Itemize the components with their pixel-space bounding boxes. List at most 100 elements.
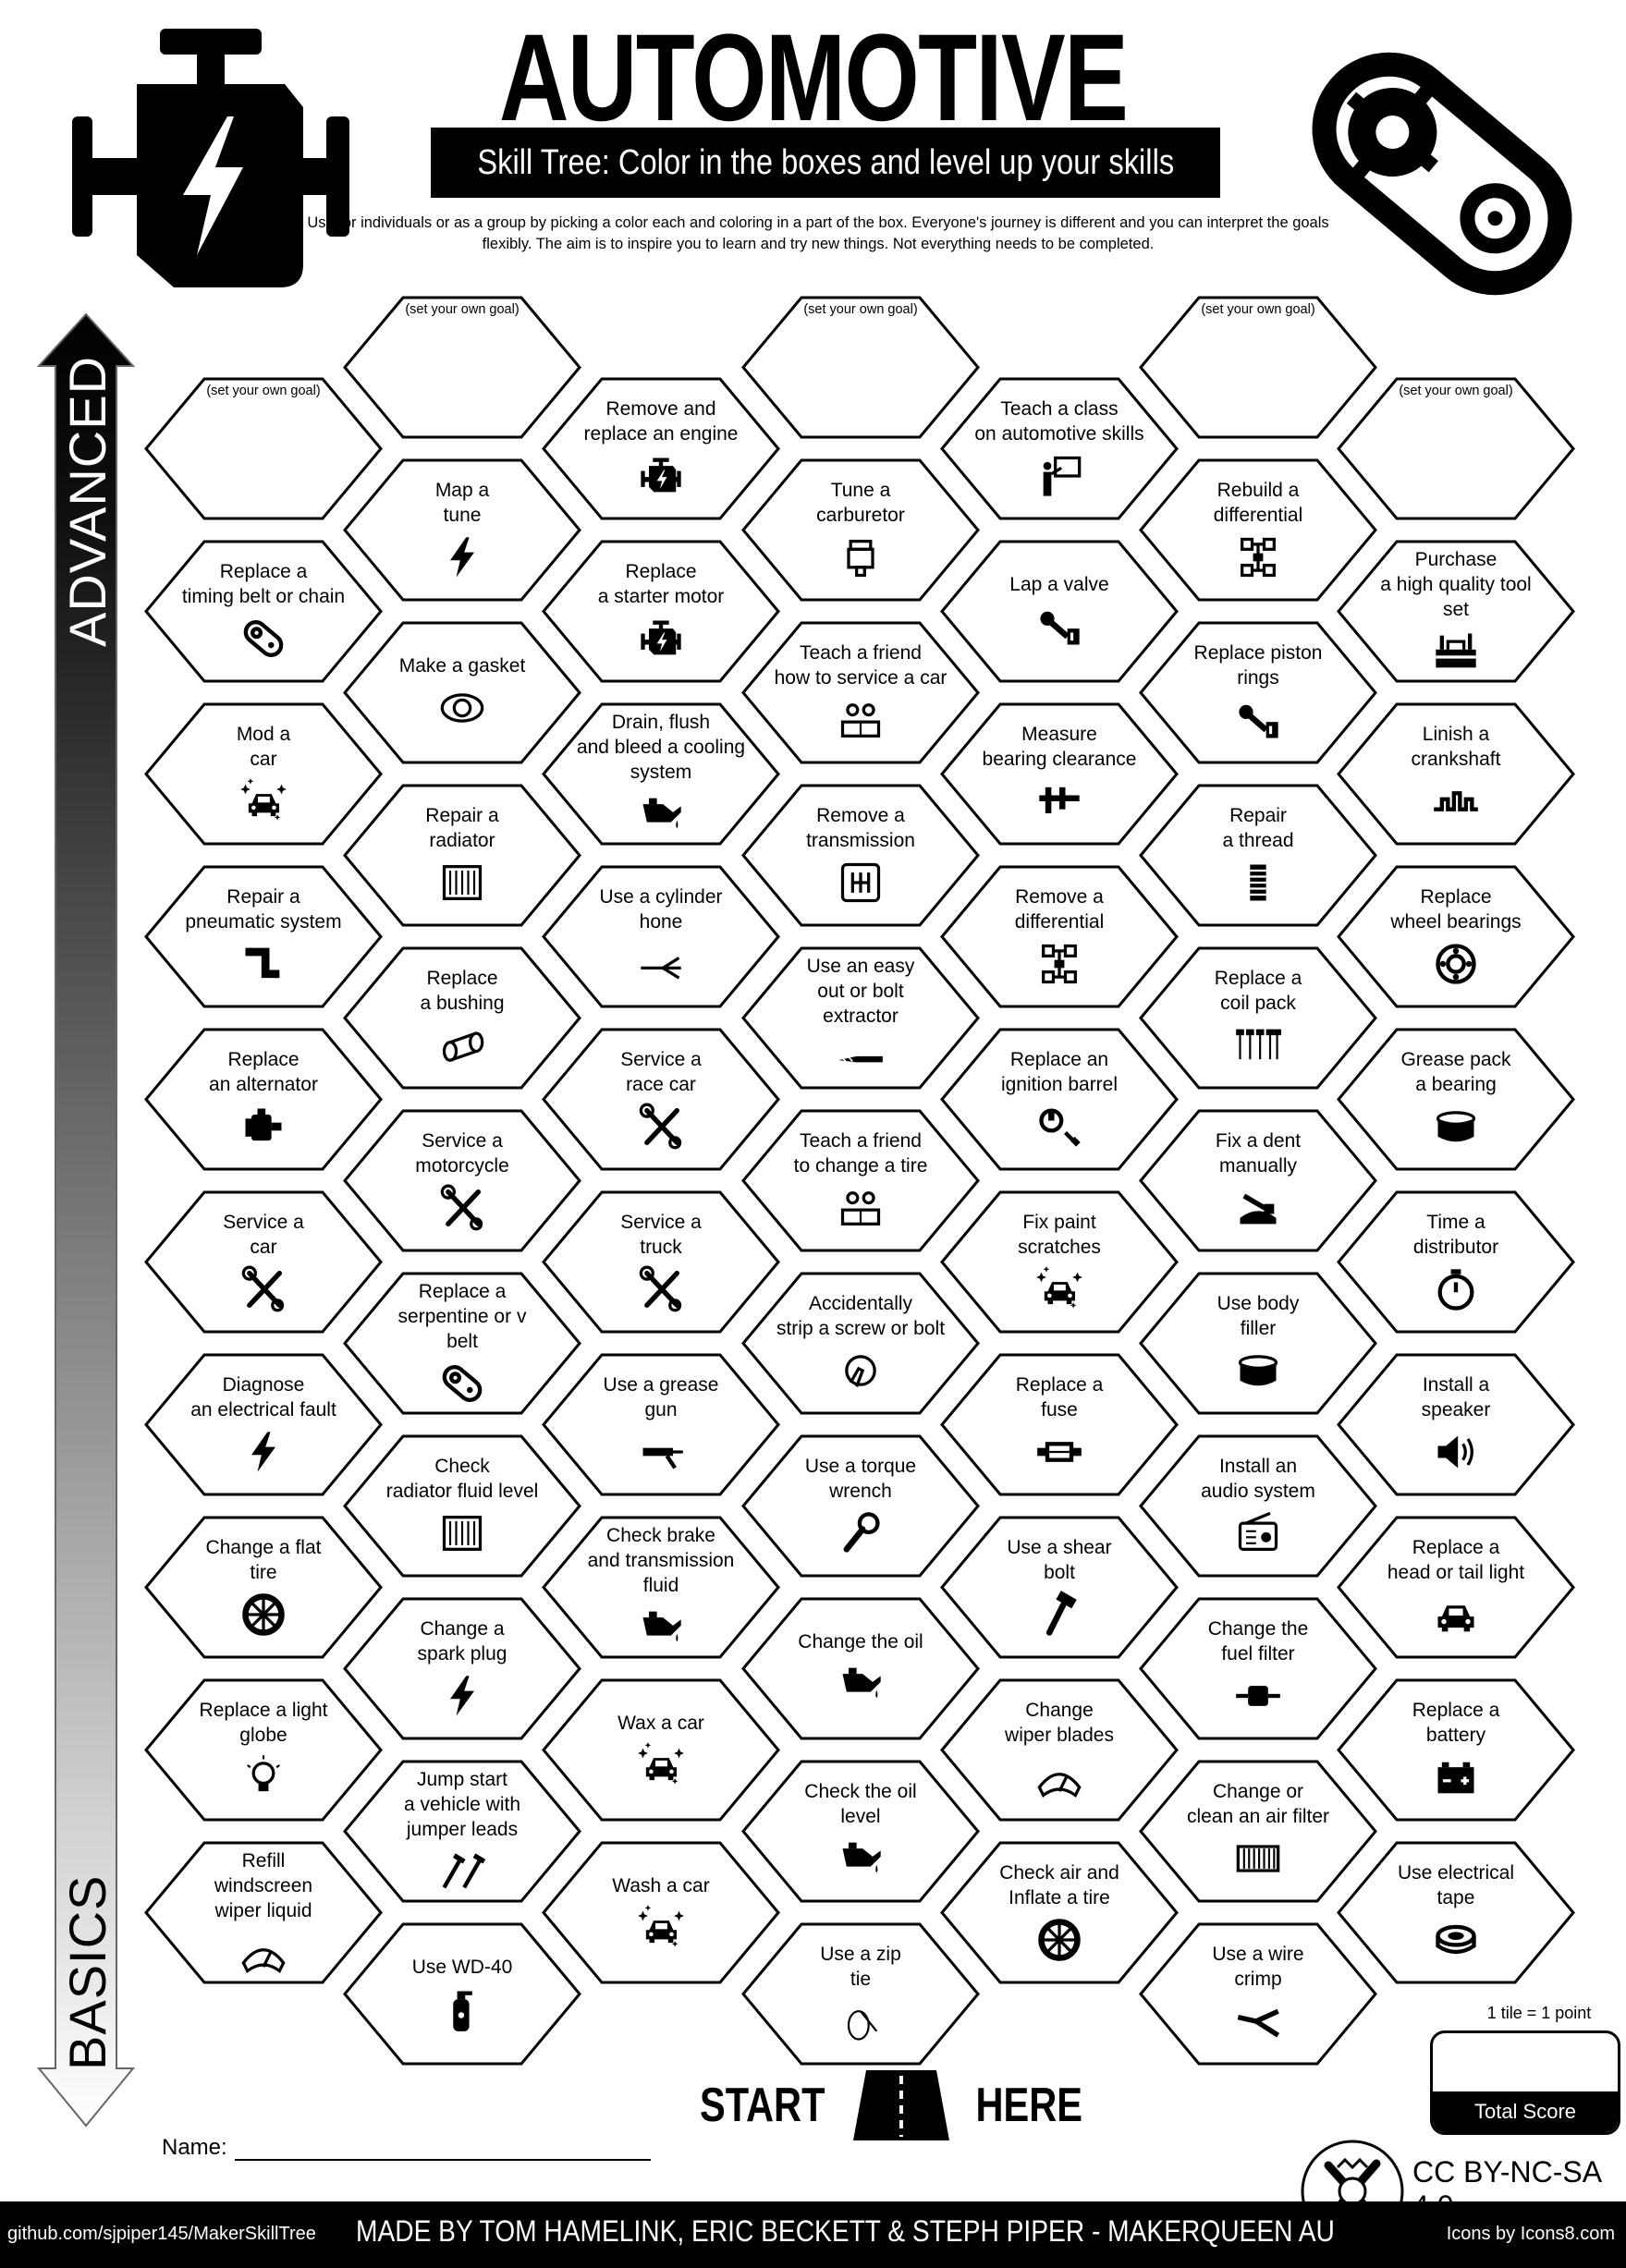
skill-tile[interactable]: Time a distributor (1337, 1190, 1575, 1334)
skill-label: Check air and Inflate a tire (999, 1862, 1119, 1908)
skill-tile[interactable]: Replace piston rings (1139, 621, 1377, 764)
skill-tile[interactable]: Wax a car (542, 1678, 780, 1822)
skill-tile[interactable]: Accidentally strip a screw or bolt (741, 1272, 980, 1415)
skill-tile[interactable]: Wash a car (542, 1841, 780, 1984)
skill-tile[interactable]: Fix a dent manually (1139, 1109, 1377, 1252)
skill-tile[interactable]: Mod a car (144, 702, 383, 846)
skill-tile[interactable]: Measure bearing clearance (940, 702, 1179, 846)
repo-link[interactable]: github.com/sjpiper145/MakerSkillTree (7, 2224, 316, 2244)
skill-tile[interactable]: Use a grease gun (542, 1353, 780, 1496)
skill-tile[interactable]: Use a zip tie (741, 1922, 980, 2066)
timing-belt-icon (1312, 52, 1572, 296)
skill-tile[interactable]: Replace a head or tail light (1337, 1516, 1575, 1659)
custom-goal-tile[interactable]: (set your own goal) (343, 296, 581, 439)
skill-tile[interactable]: Service a motorcycle (343, 1109, 581, 1252)
skill-tile[interactable]: Change the oil (741, 1597, 980, 1740)
skill-label: Check the oil level (804, 1781, 917, 1827)
carburetor-icon (847, 540, 874, 578)
skill-tile[interactable]: Use a torque wrench (741, 1434, 980, 1578)
skill-tile[interactable]: Check the oil level (741, 1760, 980, 1903)
skill-tile[interactable]: Install a speaker (1337, 1353, 1575, 1496)
skill-tile[interactable]: Repair a thread (1139, 784, 1377, 927)
skill-tile[interactable]: Remove a transmission (741, 784, 980, 927)
skill-label: Change the fuel filter (1207, 1618, 1309, 1664)
skill-tile[interactable]: Repair a radiator (343, 784, 581, 927)
skill-tile[interactable]: Replace a coil pack (1139, 946, 1377, 1090)
skill-label: Use electrical tape (1397, 1862, 1515, 1908)
skill-tile[interactable]: Service a car (144, 1190, 383, 1334)
skill-tile[interactable]: Replace a light globe (144, 1678, 383, 1822)
custom-goal-tile[interactable]: (set your own goal) (144, 377, 383, 520)
name-label: Name: (162, 2135, 227, 2160)
skill-tile[interactable]: Diagnose an electrical fault (144, 1353, 383, 1496)
skill-tile[interactable]: Replace wheel bearings (1337, 865, 1575, 1008)
spray-icon (453, 1991, 472, 2031)
skill-tile[interactable]: Linish a crankshaft (1337, 702, 1575, 846)
custom-goal-tile[interactable]: (set your own goal) (1139, 296, 1377, 439)
skill-tile[interactable]: Change a flat tire (144, 1516, 383, 1659)
skill-tile[interactable]: Replace a battery (1337, 1678, 1575, 1822)
skill-tile[interactable]: Install an audio system (1139, 1434, 1377, 1578)
skill-label: Use a cylinder hone (599, 886, 723, 933)
skill-tile[interactable]: Use a wire crimp (1139, 1922, 1377, 2066)
skill-tile[interactable]: Make a gasket (343, 621, 581, 764)
skill-tile[interactable]: Use a shear bolt (940, 1516, 1179, 1659)
skill-tile[interactable]: Fix paint scratches (940, 1190, 1179, 1334)
skill-tile[interactable]: Rebuild a differential (1139, 458, 1377, 602)
skill-tile[interactable]: Replace a serpentine or v belt (343, 1272, 581, 1415)
skill-tile[interactable]: Purchase a high quality tool set (1337, 540, 1575, 683)
skill-tile[interactable]: Replace a bushing (343, 946, 581, 1090)
skill-tile[interactable]: Jump start a vehicle with jumper leads (343, 1760, 581, 1903)
name-line[interactable] (234, 2137, 651, 2161)
skill-tile[interactable]: Use a cylinder hone (542, 865, 780, 1008)
skill-tile[interactable]: Remove and replace an engine (542, 377, 780, 520)
skill-tile[interactable]: Change the fuel filter (1139, 1597, 1377, 1740)
skill-tile[interactable]: Replace a timing belt or chain (144, 540, 383, 683)
name-field[interactable]: Name: (162, 2135, 651, 2161)
skill-tile[interactable]: Change wiper blades (940, 1678, 1179, 1822)
icons-credit[interactable]: Icons by Icons8.com (1446, 2224, 1615, 2244)
skill-tile[interactable]: Service a race car (542, 1028, 780, 1171)
skill-tile[interactable]: Change a spark plug (343, 1597, 581, 1740)
skill-tile[interactable]: Tune a carburetor (741, 458, 980, 602)
skill-tile[interactable]: Teach a friend how to service a car (741, 621, 980, 764)
skill-tile[interactable]: Replace an alternator (144, 1028, 383, 1171)
skill-label: Jump start a vehicle with jumper leads (403, 1768, 521, 1840)
skill-label: Time a distributor (1412, 1212, 1499, 1258)
grease-gun-icon (642, 1447, 683, 1469)
custom-goal-tile[interactable]: (set your own goal) (741, 296, 980, 439)
skill-tile[interactable]: Replace a fuse (940, 1353, 1179, 1496)
page-title: AUTOMOTIVE (498, 9, 1129, 147)
custom-goal-tile[interactable]: (set your own goal) (1337, 377, 1575, 520)
toolbox-icon (1436, 633, 1476, 667)
skill-tile[interactable]: Use WD-40 (343, 1922, 581, 2066)
skill-label: Remove and replace an engine (583, 398, 739, 445)
skill-tile[interactable]: Change or clean an air filter (1139, 1760, 1377, 1903)
skill-tile[interactable]: Use electrical tape (1337, 1841, 1575, 1984)
skill-tile[interactable]: Service a truck (542, 1190, 780, 1334)
skill-label: Fix paint scratches (1018, 1212, 1101, 1258)
facepalm-icon (845, 1355, 876, 1387)
skill-tile[interactable]: Grease pack a bearing (1337, 1028, 1575, 1171)
skill-tile[interactable]: Refill windscreen wiper liquid (144, 1841, 383, 1984)
skill-tile[interactable]: Lap a valve (940, 540, 1179, 683)
skill-tile[interactable]: Map a tune (343, 458, 581, 602)
stopwatch-icon (1437, 1269, 1474, 1311)
skill-tile[interactable]: Check brake and transmission fluid (542, 1516, 780, 1659)
total-score-box[interactable]: Total Score (1430, 2030, 1620, 2135)
teach-friends-icon (840, 1191, 881, 1225)
skill-tile[interactable]: Replace an ignition barrel (940, 1028, 1179, 1171)
skill-tile[interactable]: Teach a class on automotive skills (940, 377, 1179, 520)
skill-tile[interactable]: Check radiator fluid level (343, 1434, 581, 1578)
skill-tile[interactable]: Drain, flush and bleed a cooling system (542, 702, 780, 846)
skill-tile[interactable]: Repair a pneumatic system (144, 865, 383, 1008)
skill-tile[interactable]: Use an easy out or bolt extractor (741, 946, 980, 1090)
skill-tile[interactable]: Use body filler (1139, 1272, 1377, 1415)
skill-tile[interactable]: Replace a starter motor (542, 540, 780, 683)
skill-label: Wax a car (617, 1712, 704, 1734)
skill-tile[interactable]: Check air and Inflate a tire (940, 1841, 1179, 1984)
bulb-icon (247, 1755, 280, 1792)
skill-label: Change a spark plug (417, 1618, 507, 1664)
skill-tile[interactable]: Teach a friend to change a tire (741, 1109, 980, 1252)
skill-tile[interactable]: Remove a differential (940, 865, 1179, 1008)
